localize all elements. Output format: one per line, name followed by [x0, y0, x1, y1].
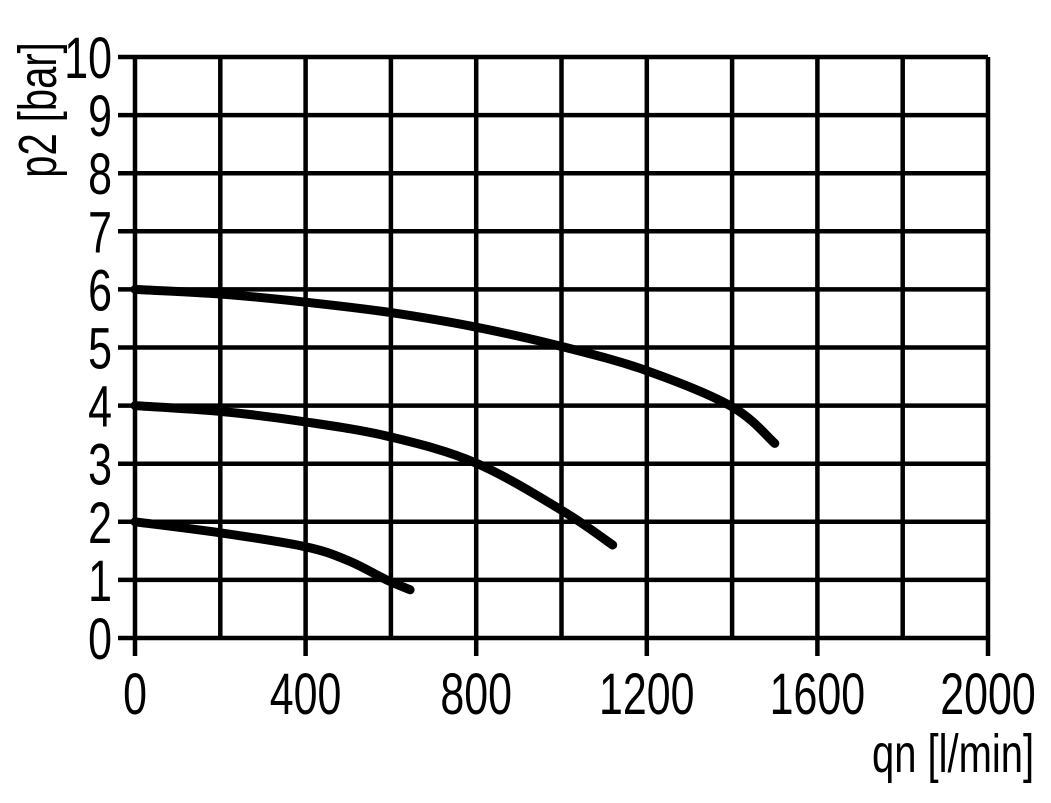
x-tick-label: 1200	[599, 662, 694, 727]
x-tick-label: 400	[270, 662, 342, 727]
y-tick-label: 9	[88, 84, 112, 149]
y-tick-label: 7	[88, 200, 112, 265]
x-tick-label: 800	[440, 662, 512, 727]
x-tick-label: 1600	[770, 662, 865, 727]
flow-curve-upper-curve	[130, 284, 780, 448]
y-tick-label: 0	[88, 607, 112, 672]
y-tick-label: 1	[88, 549, 112, 614]
flow-curve-lower-curve	[130, 517, 415, 595]
x-tick-label: 2000	[940, 662, 1035, 727]
y-tick-label: 4	[88, 374, 112, 439]
y-tick-label: 8	[88, 142, 112, 207]
y-tick-label: 2	[88, 491, 112, 556]
x-tick-label: 0	[123, 662, 147, 727]
y-axis-title: p2 [bar]	[8, 42, 68, 178]
y-tick-label: 5	[88, 316, 112, 381]
y-tick-label: 6	[88, 258, 112, 323]
y-tick-label: 3	[88, 432, 112, 497]
flow-curve-middle-curve	[130, 401, 618, 550]
y-tick-label: 10	[64, 26, 112, 91]
x-axis-title: qn [l/min]	[871, 724, 1034, 784]
